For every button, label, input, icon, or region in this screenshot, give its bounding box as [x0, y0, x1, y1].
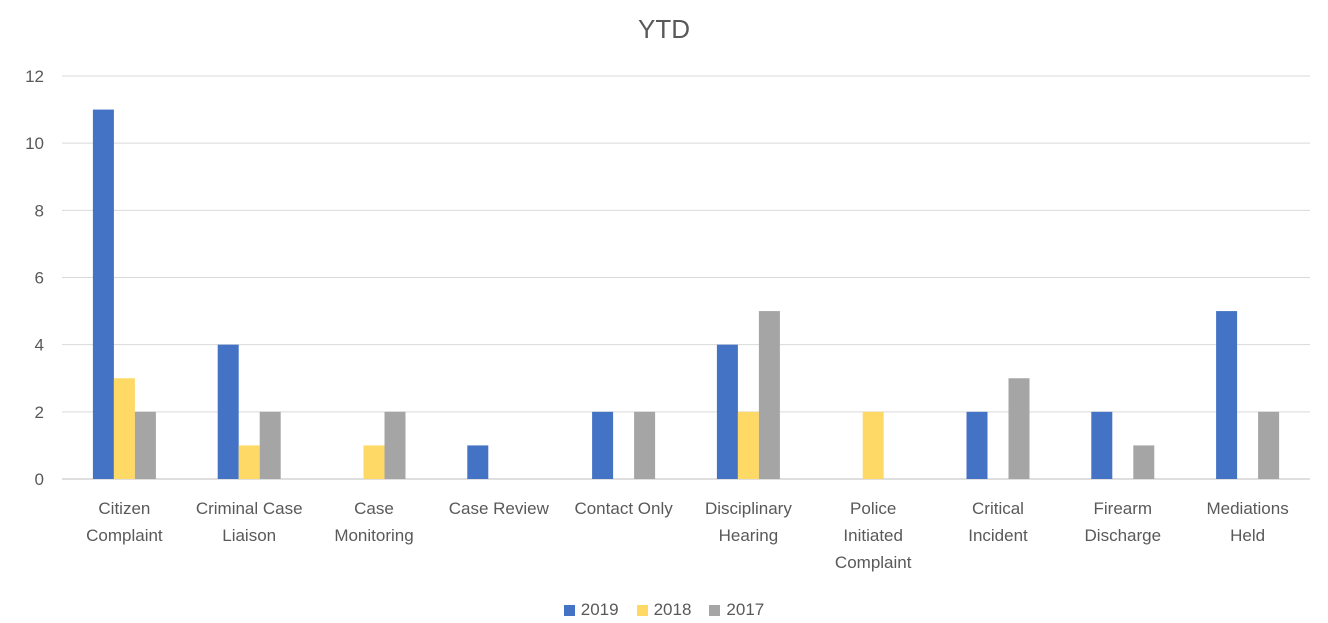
bar-2018	[113, 378, 135, 479]
bar-2018	[737, 411, 759, 479]
legend-item: 2017	[709, 600, 764, 620]
legend-label: 2018	[653, 600, 692, 619]
bar-2017	[134, 411, 156, 479]
bar-2017	[634, 411, 656, 479]
bar-2019	[217, 344, 239, 479]
bar-2017	[1258, 411, 1280, 479]
y-tick-label: 8	[35, 201, 44, 220]
bar-2017	[1008, 378, 1030, 479]
y-tick-label: 2	[35, 403, 44, 422]
legend-label: 2019	[580, 600, 619, 619]
legend-item: 2019	[563, 600, 619, 620]
y-tick-label: 0	[35, 470, 44, 489]
legend-item: 2018	[636, 600, 692, 620]
bar-2017	[384, 411, 406, 479]
legend-swatch	[709, 604, 721, 616]
legend-label: 2017	[726, 600, 765, 619]
x-category-label: Citizen Complaint	[86, 499, 163, 545]
legend-swatch	[563, 604, 575, 616]
bars	[92, 109, 1280, 479]
bar-2019	[92, 109, 114, 479]
bar-2019	[1216, 311, 1238, 479]
x-category-label: Disciplinary Hearing	[705, 499, 792, 545]
gridlines	[62, 75, 1310, 480]
x-category-label: Critical Incident	[968, 499, 1028, 545]
x-category-label: Firearm Discharge	[1085, 499, 1162, 545]
bar-2018	[363, 445, 385, 479]
chart-title: YTD	[638, 14, 690, 44]
bar-2017	[758, 311, 780, 479]
legend-swatch	[636, 604, 648, 616]
bar-2018	[238, 445, 260, 479]
y-tick-label: 6	[35, 269, 44, 288]
bar-2019	[1091, 411, 1113, 479]
x-category-label: Contact Only	[574, 499, 673, 518]
x-category-label: Police Initiated Complaint	[835, 499, 912, 572]
legend: 2019 2018 2017	[0, 600, 1328, 620]
y-tick-label: 10	[25, 134, 44, 153]
bar-2017	[1133, 445, 1155, 479]
y-tick-label: 4	[35, 336, 44, 355]
x-axis-labels: Citizen Complaint Criminal Case Liaison Case…	[86, 499, 1289, 572]
bar-2019	[592, 411, 614, 479]
bar-2017	[259, 411, 281, 479]
x-category-label: Case Review	[449, 499, 550, 518]
bar-2019	[716, 344, 738, 479]
y-axis-ticks: 0 2 4 6 8 10 12	[25, 67, 44, 489]
x-category-label: Criminal Case Liaison	[196, 499, 303, 545]
x-category-label: Case Monitoring	[334, 499, 413, 545]
bar-2019	[467, 445, 489, 479]
bar-2019	[966, 411, 988, 479]
y-tick-label: 12	[25, 67, 44, 86]
bar-2018	[862, 411, 884, 479]
x-category-label: Mediations Held	[1206, 499, 1288, 545]
